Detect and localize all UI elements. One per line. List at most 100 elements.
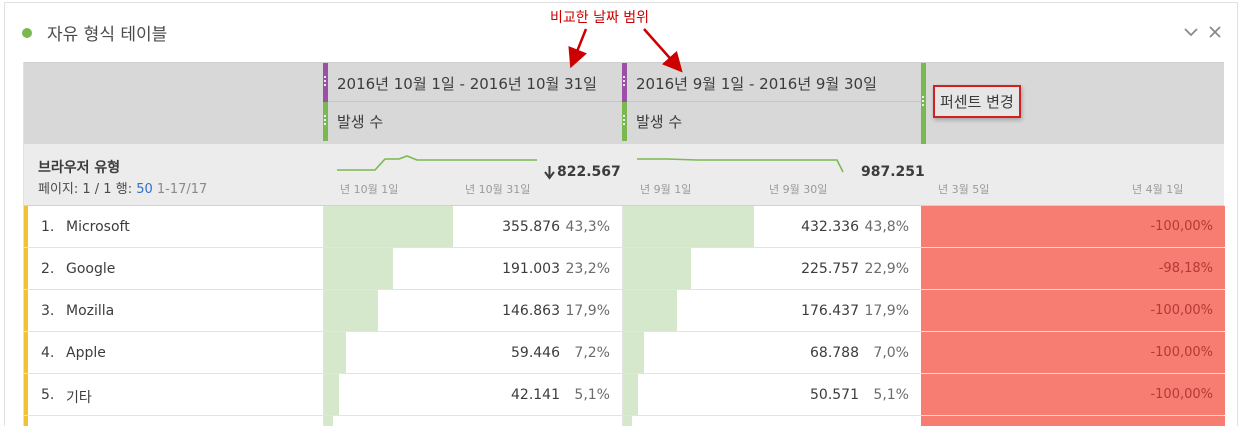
percent-change-cell: -98,18% [921, 248, 1225, 289]
annotation-arrows [568, 28, 683, 73]
metric-value: 225.757 [801, 261, 859, 277]
row-name[interactable]: Microsoft [66, 219, 130, 235]
percent-change-value: -100,00% [1150, 387, 1213, 402]
status-dot-icon [22, 28, 32, 38]
row-rank: 2. [41, 261, 55, 277]
freeform-table-panel: 자유 형식 테이블 2016년 10월 1일 - 2016년 10월 31일 발… [4, 2, 1238, 426]
metric-value: 68.788 [810, 345, 859, 361]
metric-value: 42.141 [511, 387, 560, 403]
axis-end-label: 년 10월 31일 [465, 183, 531, 196]
metric-cell: 355.876 43,3% [323, 206, 622, 247]
drag-handle-icon[interactable] [623, 76, 626, 86]
metric-cell: 146.863 17,9% [323, 290, 622, 331]
row-marker [24, 416, 28, 426]
metric-cell: 432.336 43,8% [622, 206, 921, 247]
date-range-colorbar [323, 63, 328, 102]
axis-end-label: 년 9월 30일 [769, 183, 828, 196]
total-value-2: 987.251 [861, 164, 925, 180]
metric-cell: 42.141 5,1% [323, 374, 622, 415]
metric-percent: 43,3% [565, 219, 610, 235]
metric-segment: 발생 수 [622, 102, 921, 141]
panel-title[interactable]: 자유 형식 테이블 [47, 25, 168, 45]
value-bar [623, 206, 754, 247]
value-bar [324, 416, 333, 426]
value-bar [623, 248, 691, 289]
metric-value: 50.571 [810, 387, 859, 403]
table-row[interactable]: 5. 기타 42.141 5,1% 50.571 5,1% -100,00% [24, 374, 1225, 416]
metric-value: 432.336 [801, 219, 859, 235]
metric-percent: 7,2% [574, 345, 610, 361]
value-bar [324, 290, 378, 331]
row-rank: 3. [41, 303, 55, 319]
column-header-date-range-2[interactable]: 2016년 9월 1일 - 2016년 9월 30일 발생 수 [622, 63, 921, 145]
arrow-to-range-2 [643, 28, 683, 73]
axis-start-label: 년 10월 1일 [340, 183, 399, 196]
row-rank: 4. [41, 345, 55, 361]
column-header-percent-change[interactable]: 퍼센트 변경 [921, 63, 1225, 145]
row-marker [24, 290, 28, 331]
table-row[interactable]: 3. Mozilla 146.863 17,9% 176.437 17,9% -100,00… [24, 290, 1225, 332]
percent-change-cell: -100,00% [921, 332, 1225, 373]
metric-value: 146.863 [502, 303, 560, 319]
metric-cell [323, 416, 622, 426]
rows-label: 행: [115, 182, 133, 197]
percent-change-value: -100,00% [1150, 219, 1213, 234]
value-bar [324, 248, 393, 289]
metric-value: 59.446 [511, 345, 560, 361]
table-header: 2016년 10월 1일 - 2016년 10월 31일 발생 수 2016년 … [24, 62, 1225, 145]
metric-percent: 43,8% [864, 219, 909, 235]
metric-value: 176.437 [801, 303, 859, 319]
annotation-text: 비교한 날짜 범위 [550, 10, 650, 26]
close-icon[interactable] [1207, 24, 1223, 40]
drag-handle-icon[interactable] [623, 115, 626, 125]
percent-change-value: -100,00% [1150, 345, 1213, 360]
metric-percent: 5,1% [873, 387, 909, 403]
row-marker [24, 206, 28, 247]
metric-percent: 23,2% [565, 261, 610, 277]
drag-handle-icon[interactable] [922, 96, 925, 106]
percent-change-label: 퍼센트 변경 [933, 85, 1021, 118]
metric-colorbar [323, 102, 328, 141]
chevron-down-icon[interactable] [1183, 24, 1199, 40]
drag-handle-icon[interactable] [324, 76, 327, 86]
metric-percent: 17,9% [565, 303, 610, 319]
sparkline-1 [337, 155, 537, 171]
metric-percent: 5,1% [574, 387, 610, 403]
page-indicator: 페이지: 1 / 1 [38, 182, 112, 197]
date-range-label: 2016년 10월 1일 - 2016년 10월 31일 [337, 75, 597, 93]
metric-cell: 68.788 7,0% [622, 332, 921, 373]
metric-value: 191.003 [502, 261, 560, 277]
percent-change-value: -98,18% [1158, 261, 1213, 276]
rows-per-page-select[interactable]: 50 [136, 182, 153, 197]
sparkline-2 [637, 158, 844, 173]
value-bar [623, 416, 632, 426]
dimension-title[interactable]: 브라우저 유형 [38, 160, 121, 176]
metric-cell: 50.571 5,1% [622, 374, 921, 415]
date-range-segment: 2016년 10월 1일 - 2016년 10월 31일 [323, 63, 622, 102]
table-row[interactable]: 1. Microsoft 355.876 43,3% 432.336 43,8% -100,… [24, 206, 1225, 248]
arrow-down-icon [544, 166, 555, 180]
axis-start-label: 년 3월 5일 [938, 183, 990, 196]
metric-colorbar [622, 102, 627, 141]
date-range-label: 2016년 9월 1일 - 2016년 9월 30일 [636, 75, 877, 93]
row-name[interactable]: Apple [66, 345, 106, 361]
axis-start-label: 년 9월 1일 [640, 183, 692, 196]
row-name[interactable]: Google [66, 261, 116, 277]
value-bar [324, 332, 346, 373]
row-name[interactable]: 기타 [66, 390, 92, 406]
percent-change-cell: -100,00% [921, 290, 1225, 331]
metric-cell [622, 416, 921, 426]
metric-percent: 7,0% [873, 345, 909, 361]
column-header-date-range-1[interactable]: 2016년 10월 1일 - 2016년 10월 31일 발생 수 [323, 63, 622, 145]
row-marker [24, 374, 28, 415]
drag-handle-icon[interactable] [324, 115, 327, 125]
table-row[interactable]: 4. Apple 59.446 7,2% 68.788 7,0% -100,00% [24, 332, 1225, 374]
row-name[interactable]: Mozilla [66, 303, 115, 319]
total-value-1: 822.567 [557, 164, 621, 180]
table-row[interactable]: 2. Google 191.003 23,2% 225.757 22,9% -98,18% [24, 248, 1225, 290]
axis-end-label: 년 4월 1일 [1132, 183, 1184, 196]
table-row-partial [24, 416, 1225, 426]
panel-header: 자유 형식 테이블 [5, 3, 1237, 59]
percent-change-value: -100,00% [1150, 303, 1213, 318]
percent-change-cell: -100,00% [921, 374, 1225, 415]
